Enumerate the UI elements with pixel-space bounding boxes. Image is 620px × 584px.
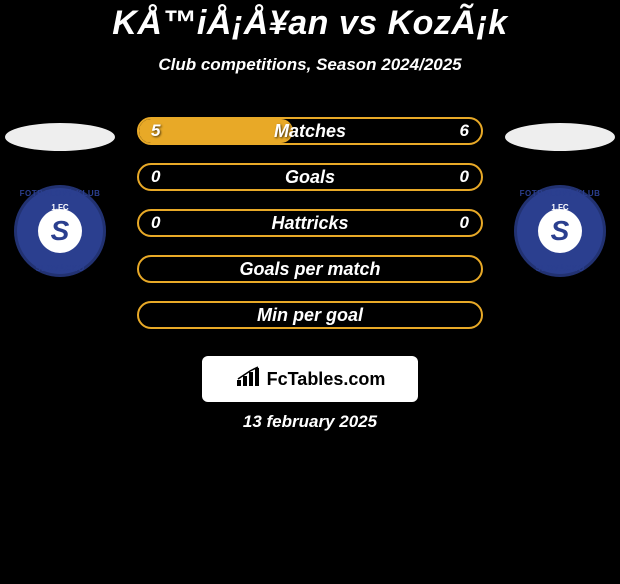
- stat-label: Goals per match: [239, 259, 380, 280]
- club-letter-left: S: [38, 209, 82, 253]
- club-ring-top-left: FOTBALOVÝ KLUB: [14, 189, 106, 198]
- stat-label: Goals: [285, 167, 335, 188]
- chart-icon: [235, 366, 261, 393]
- stat-row: 0 0 Hattricks: [137, 209, 483, 237]
- stat-row: 0 0 Goals: [137, 163, 483, 191]
- stat-value-right: 0: [460, 213, 469, 233]
- site-badge-text: FcTables.com: [267, 369, 386, 390]
- right-column: FOTBALOVÝ KLUB 1.FC S SLOVÁCKO: [500, 117, 620, 277]
- stat-value-left: 0: [151, 167, 160, 187]
- player-avatar-left: [5, 123, 115, 151]
- club-ring-bottom-left: SLOVÁCKO: [14, 264, 106, 273]
- left-column: FOTBALOVÝ KLUB 1.FC S SLOVÁCKO: [0, 117, 120, 277]
- stat-row: Goals per match: [137, 255, 483, 283]
- date: 13 february 2025: [0, 412, 620, 432]
- stat-value-right: 0: [460, 167, 469, 187]
- stats-container: 5 6 Matches 0 0 Goals 0 0 Hattricks Goals per mat…: [137, 117, 483, 329]
- stat-label: Hattricks: [271, 213, 348, 234]
- subtitle: Club competitions, Season 2024/2025: [0, 55, 620, 75]
- stat-value-right: 6: [460, 121, 469, 141]
- stat-label: Min per goal: [257, 305, 363, 326]
- club-badge-right: FOTBALOVÝ KLUB 1.FC S SLOVÁCKO: [514, 185, 606, 277]
- club-ring-bottom-right: SLOVÁCKO: [514, 264, 606, 273]
- stat-value-left: 5: [151, 121, 160, 141]
- stat-value-left: 0: [151, 213, 160, 233]
- stat-label: Matches: [274, 121, 346, 142]
- stat-row: 5 6 Matches: [137, 117, 483, 145]
- site-badge: FcTables.com: [202, 356, 418, 402]
- stat-row: Min per goal: [137, 301, 483, 329]
- club-badge-left: FOTBALOVÝ KLUB 1.FC S SLOVÁCKO: [14, 185, 106, 277]
- club-ring-top-right: FOTBALOVÝ KLUB: [514, 189, 606, 198]
- club-letter-right: S: [538, 209, 582, 253]
- bar-fill-left: [139, 119, 293, 143]
- page-title: KÅ™iÅ¡Å¥an vs KozÃ¡k: [0, 4, 620, 43]
- player-avatar-right: [505, 123, 615, 151]
